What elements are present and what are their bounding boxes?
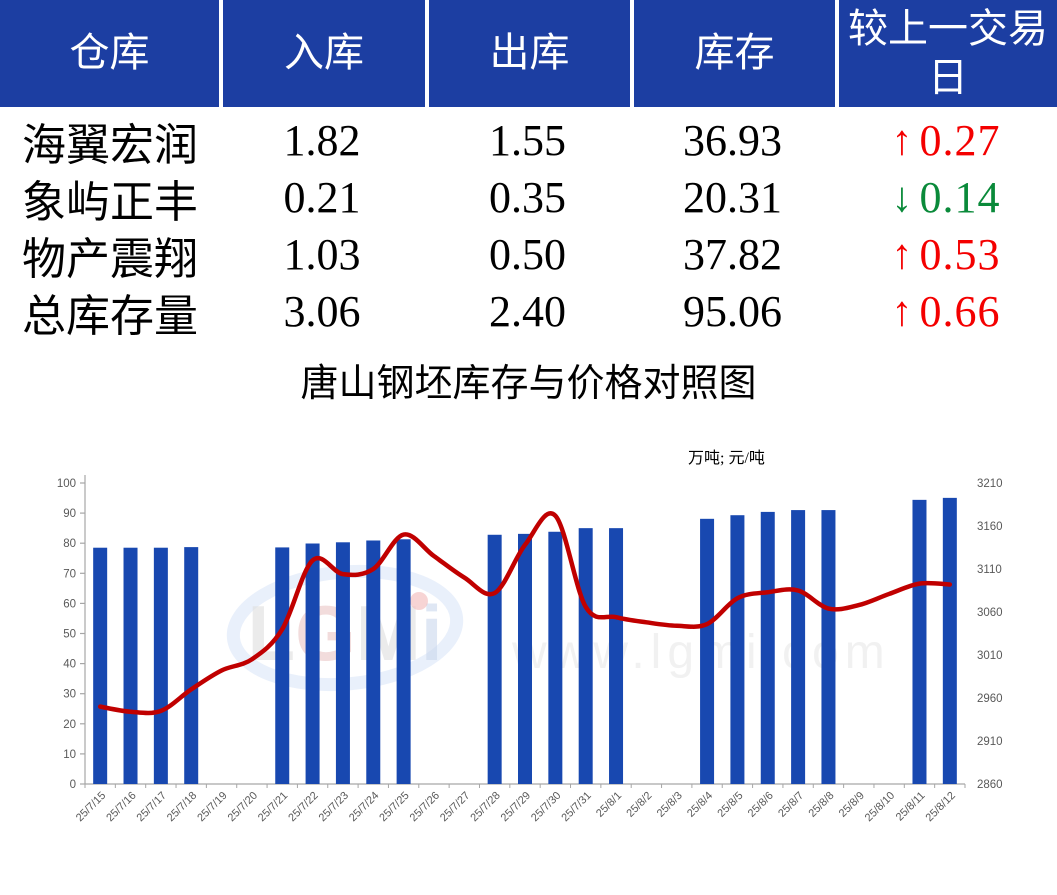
svg-text:70: 70 <box>63 568 76 580</box>
down-arrow-icon: ↓ <box>891 174 914 221</box>
table-row: 象屿正丰 0.21 0.35 20.31 ↓ 0.14 <box>0 169 1057 227</box>
up-arrow-icon: ↑ <box>891 288 914 335</box>
table-header-row: 仓库 入库 出库 库存 较上一交易日 <box>0 0 1057 107</box>
inbound-value: 1.03 <box>283 230 361 279</box>
outbound-value: 0.35 <box>489 173 566 222</box>
header-cell-outbound: 出库 <box>425 0 630 107</box>
change-value: 0.27 <box>919 116 1001 165</box>
svg-text:25/7/28: 25/7/28 <box>468 790 502 824</box>
svg-text:30: 30 <box>63 689 76 701</box>
stock-value: 20.31 <box>683 173 782 222</box>
svg-text:25/8/10: 25/8/10 <box>863 790 897 824</box>
svg-text:90: 90 <box>63 508 76 520</box>
price-line <box>97 511 953 716</box>
table-row: 海翼宏润 1.82 1.55 36.93 ↑ 0.27 <box>0 112 1057 170</box>
warehouse-table: 仓库 入库 出库 库存 较上一交易日 海翼宏润 1.82 1.55 36.93 … <box>0 0 1057 341</box>
svg-text:25/8/12: 25/8/12 <box>924 790 958 824</box>
svg-text:25/8/5: 25/8/5 <box>715 790 745 820</box>
svg-text:25/7/21: 25/7/21 <box>256 790 290 824</box>
warehouse-name: 总库存量 <box>22 291 198 341</box>
svg-text:100: 100 <box>57 478 76 490</box>
svg-text:25/8/8: 25/8/8 <box>806 790 836 820</box>
svg-text:25/8/11: 25/8/11 <box>894 790 928 824</box>
warehouse-name: 象屿正丰 <box>22 177 198 227</box>
svg-text:25/7/17: 25/7/17 <box>135 790 169 824</box>
svg-text:2910: 2910 <box>977 736 1003 748</box>
svg-text:20: 20 <box>63 719 76 731</box>
svg-text:25/7/22: 25/7/22 <box>286 790 320 824</box>
svg-text:25/7/23: 25/7/23 <box>317 790 351 824</box>
change-value: 0.66 <box>919 287 1001 336</box>
svg-text:25/8/4: 25/8/4 <box>685 790 715 820</box>
svg-text:2960: 2960 <box>977 693 1003 705</box>
svg-text:0: 0 <box>70 779 76 791</box>
svg-text:3160: 3160 <box>977 521 1003 533</box>
warehouse-name: 物产震翔 <box>22 234 198 284</box>
inventory-price-chart: LGMiwww.lgmi.com010203040506070809010028… <box>57 475 1003 824</box>
header-cell-inbound: 入库 <box>219 0 425 107</box>
svg-text:3110: 3110 <box>977 564 1002 576</box>
svg-text:80: 80 <box>63 538 76 550</box>
inventory-bars <box>93 497 957 784</box>
svg-text:25/7/29: 25/7/29 <box>499 790 533 824</box>
stock-value: 95.06 <box>683 287 782 336</box>
svg-text:25/7/15: 25/7/15 <box>74 790 108 824</box>
change-value: 0.53 <box>919 230 1001 279</box>
table-row: 总库存量 3.06 2.40 95.06 ↑ 0.66 <box>0 283 1057 341</box>
stock-value: 36.93 <box>683 116 782 165</box>
svg-text:25/8/1: 25/8/1 <box>594 790 624 820</box>
outbound-value: 2.40 <box>489 287 566 336</box>
table-body: 海翼宏润 1.82 1.55 36.93 ↑ 0.27 象屿正丰 0.21 0.… <box>0 112 1057 341</box>
svg-text:25/7/18: 25/7/18 <box>165 790 199 824</box>
change-cell-2: ↑ 0.53 <box>835 229 1057 280</box>
svg-text:25/7/31: 25/7/31 <box>559 790 593 824</box>
svg-text:25/8/3: 25/8/3 <box>655 790 685 820</box>
svg-text:25/7/16: 25/7/16 <box>104 790 138 824</box>
svg-text:3210: 3210 <box>977 478 1003 490</box>
change-cell-0: ↑ 0.27 <box>835 115 1057 166</box>
change-cell-3: ↑ 0.66 <box>835 286 1057 337</box>
inbound-value: 0.21 <box>283 173 361 222</box>
axis-unit-label: 万吨; 元/吨 <box>688 450 765 467</box>
stock-value: 37.82 <box>683 230 782 279</box>
up-arrow-icon: ↑ <box>891 231 914 278</box>
svg-text:40: 40 <box>63 659 76 671</box>
svg-text:25/7/19: 25/7/19 <box>195 790 229 824</box>
svg-text:60: 60 <box>63 598 76 610</box>
up-arrow-icon: ↑ <box>891 117 914 164</box>
change-value: 0.14 <box>919 173 1001 222</box>
header-cell-stock: 库存 <box>630 0 835 107</box>
outbound-value: 0.50 <box>489 230 566 279</box>
svg-text:10: 10 <box>63 749 76 761</box>
svg-text:25/7/20: 25/7/20 <box>226 790 260 824</box>
svg-text:25/7/30: 25/7/30 <box>529 790 563 824</box>
inbound-value: 1.82 <box>283 116 361 165</box>
svg-text:50: 50 <box>63 629 76 641</box>
outbound-value: 1.55 <box>489 116 566 165</box>
header-cell-warehouse: 仓库 <box>0 0 219 107</box>
svg-text:3010: 3010 <box>977 650 1003 662</box>
header-cell-change: 较上一交易日 <box>835 0 1057 107</box>
svg-text:25/7/26: 25/7/26 <box>408 790 442 824</box>
svg-text:25/8/6: 25/8/6 <box>746 790 776 820</box>
table-row: 物产震翔 1.03 0.50 37.82 ↑ 0.53 <box>0 226 1057 284</box>
svg-text:3060: 3060 <box>977 607 1003 619</box>
chart-title: 唐山钢坯库存与价格对照图 <box>300 363 757 405</box>
svg-text:25/8/7: 25/8/7 <box>776 790 806 820</box>
svg-text:25/7/25: 25/7/25 <box>377 790 411 824</box>
inbound-value: 3.06 <box>283 287 361 336</box>
svg-text:25/8/2: 25/8/2 <box>624 790 654 820</box>
change-cell-1: ↓ 0.14 <box>835 172 1057 223</box>
svg-text:25/7/27: 25/7/27 <box>438 790 472 824</box>
warehouse-name: 海翼宏润 <box>22 120 198 170</box>
svg-text:25/7/24: 25/7/24 <box>347 790 381 824</box>
svg-text:2860: 2860 <box>977 779 1003 791</box>
